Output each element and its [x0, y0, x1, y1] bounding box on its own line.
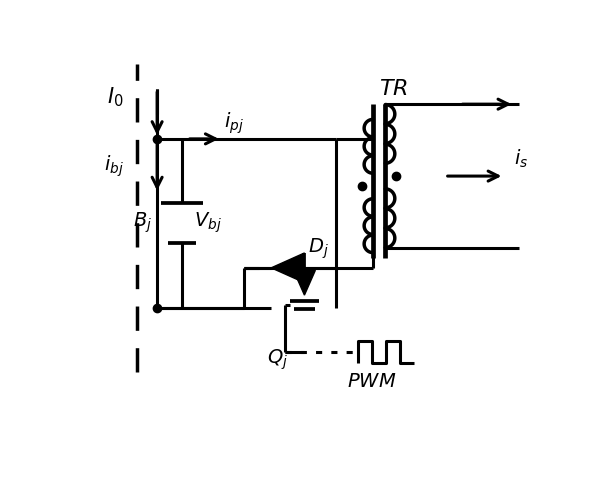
Text: $PWM$: $PWM$	[347, 373, 396, 391]
Text: $i_{bj}$: $i_{bj}$	[104, 153, 123, 179]
Polygon shape	[271, 253, 304, 283]
Text: $B_j$: $B_j$	[133, 211, 152, 236]
Text: $i_s$: $i_s$	[514, 148, 529, 170]
Text: $V_{bj}$: $V_{bj}$	[194, 211, 222, 236]
Text: $I_0$: $I_0$	[107, 85, 123, 109]
Text: $TR$: $TR$	[379, 78, 408, 100]
Polygon shape	[294, 270, 316, 295]
Text: $Q_j$: $Q_j$	[267, 347, 288, 372]
Text: $i_{pj}$: $i_{pj}$	[224, 110, 244, 136]
Text: $D_j$: $D_j$	[308, 237, 329, 261]
